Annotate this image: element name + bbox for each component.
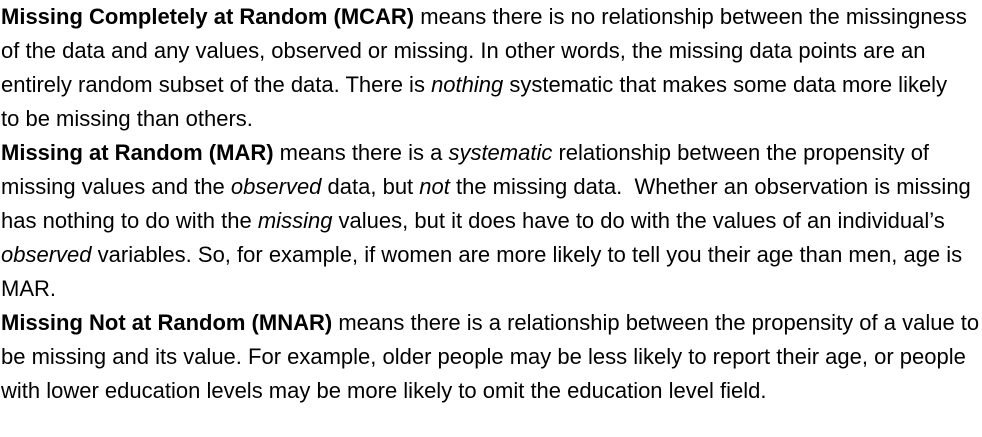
paragraph-mar: Missing at Random (MAR) means there is a…	[1, 136, 979, 306]
mar-emphasis-missing: missing	[257, 208, 333, 233]
mar-text-3: data, but	[321, 174, 420, 199]
mar-text-5: values, but it does have to do with the …	[332, 208, 945, 233]
document-body: Missing Completely at Random (MCAR) mean…	[1, 0, 981, 408]
mar-emphasis-observed-2: observed	[1, 242, 92, 267]
mcar-text-2: systematic that makes some data more lik…	[1, 72, 948, 131]
paragraph-mnar: Missing Not at Random (MNAR) means there…	[1, 306, 981, 408]
mar-text-6: variables. So, for example, if women are…	[1, 242, 963, 301]
term-mar: Missing at Random (MAR)	[1, 140, 274, 165]
mar-text-1: means there is a	[273, 140, 449, 165]
mar-emphasis-not: not	[419, 174, 450, 199]
paragraph-mcar: Missing Completely at Random (MCAR) mean…	[1, 0, 971, 136]
mnar-text-1: means there is a relationship between th…	[1, 310, 980, 403]
mcar-text-1: means there is no relationship between t…	[1, 4, 967, 97]
mar-emphasis-observed: observed	[230, 174, 322, 199]
term-mcar: Missing Completely at Random (MCAR)	[1, 4, 415, 29]
mar-text-4: the missing data. Whether an observation…	[1, 174, 977, 233]
term-mnar: Missing Not at Random (MNAR)	[1, 310, 333, 335]
mar-emphasis-systematic: systematic	[448, 140, 553, 165]
mar-text-2: relationship between the propensity of m…	[1, 140, 930, 199]
mcar-emphasis-nothing: nothing	[431, 72, 504, 97]
